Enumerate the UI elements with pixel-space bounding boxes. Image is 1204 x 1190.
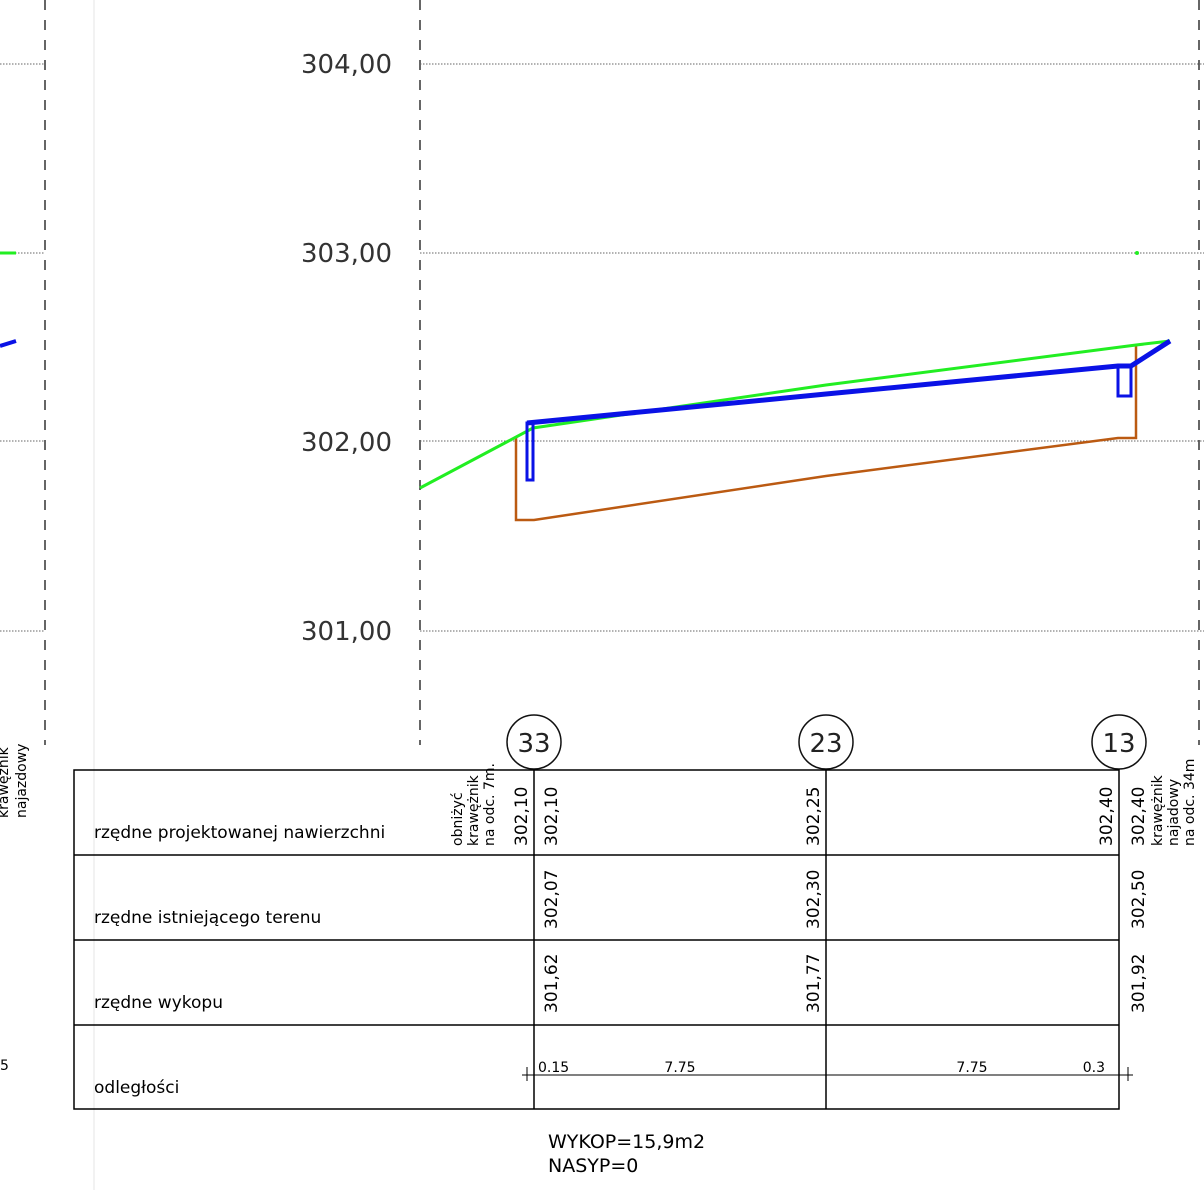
y-label-303: 303,00 [301,239,392,269]
station-13-label: 13 [1102,729,1135,759]
far-left-digit: 5 [0,1058,9,1074]
excavation-value-13: 301,92 [1129,954,1149,1013]
station-23-label: 23 [809,729,842,759]
svg-text:na odc. 7m.: na odc. 7m. [482,763,498,846]
excavation-value-23: 301,77 [804,954,824,1013]
terrain-marker [1135,251,1139,255]
left-design-fragment [0,339,17,348]
terrain-value-13: 302,50 [1129,870,1149,929]
design-value-extra-right: 302,40 [1129,787,1149,846]
distance-2: 7.75 [956,1060,987,1076]
design-value-23: 302,25 [804,787,824,846]
distance-dimension-line [522,1067,1133,1081]
design-value-33: 302,10 [542,787,562,846]
row-label-distances: odległości [94,1078,179,1098]
station-23: 23 [798,714,854,770]
y-label-304: 304,00 [301,50,392,80]
row-label-terrain: rzędne istniejącego terenu [94,908,321,928]
svg-text:najazdowy: najazdowy [14,744,30,818]
station-13: 13 [1091,714,1147,770]
station-33: 33 [506,714,562,770]
distance-0: 0.15 [538,1060,569,1076]
grid-lines [0,63,1204,632]
distance-3: 0.3 [1083,1060,1105,1076]
svg-text:krawężnik: krawężnik [0,746,12,818]
summary-embankment: NASYP=0 [548,1155,638,1177]
note-driveway-curb-right: krawężnik najadowy na odc. 34m [1150,759,1198,846]
design-value-extra-left: 302,10 [512,787,532,846]
y-label-302: 302,00 [301,428,392,458]
excavation-line [514,345,1138,522]
distance-1: 7.75 [664,1060,695,1076]
data-table [73,769,1120,1110]
terrain-line [419,339,1171,490]
note-lower-curb: obniżyć krawężnik na odc. 7m. [450,763,498,846]
terrain-value-23: 302,30 [804,870,824,929]
summary-excavation: WYKOP=15,9m2 [548,1131,705,1153]
note-driveway-curb-left: krawężnik najazdowy [0,744,30,818]
y-label-301: 301,00 [301,617,392,647]
design-line [525,338,1172,482]
svg-text:na odc. 34m: na odc. 34m [1182,759,1198,846]
row-label-excavation: rzędne wykopu [94,993,223,1013]
design-value-13: 302,40 [1097,787,1117,846]
terrain-value-33: 302,07 [542,870,562,929]
svg-text:krawężnik: krawężnik [466,774,482,846]
svg-text:najadowy: najadowy [1166,779,1182,846]
svg-text:krawężnik: krawężnik [1150,774,1166,846]
row-label-design: rzędne projektowanej nawierzchni [94,823,385,843]
station-33-label: 33 [517,729,550,759]
excavation-value-33: 301,62 [542,954,562,1013]
svg-text:obniżyć: obniżyć [450,792,466,846]
